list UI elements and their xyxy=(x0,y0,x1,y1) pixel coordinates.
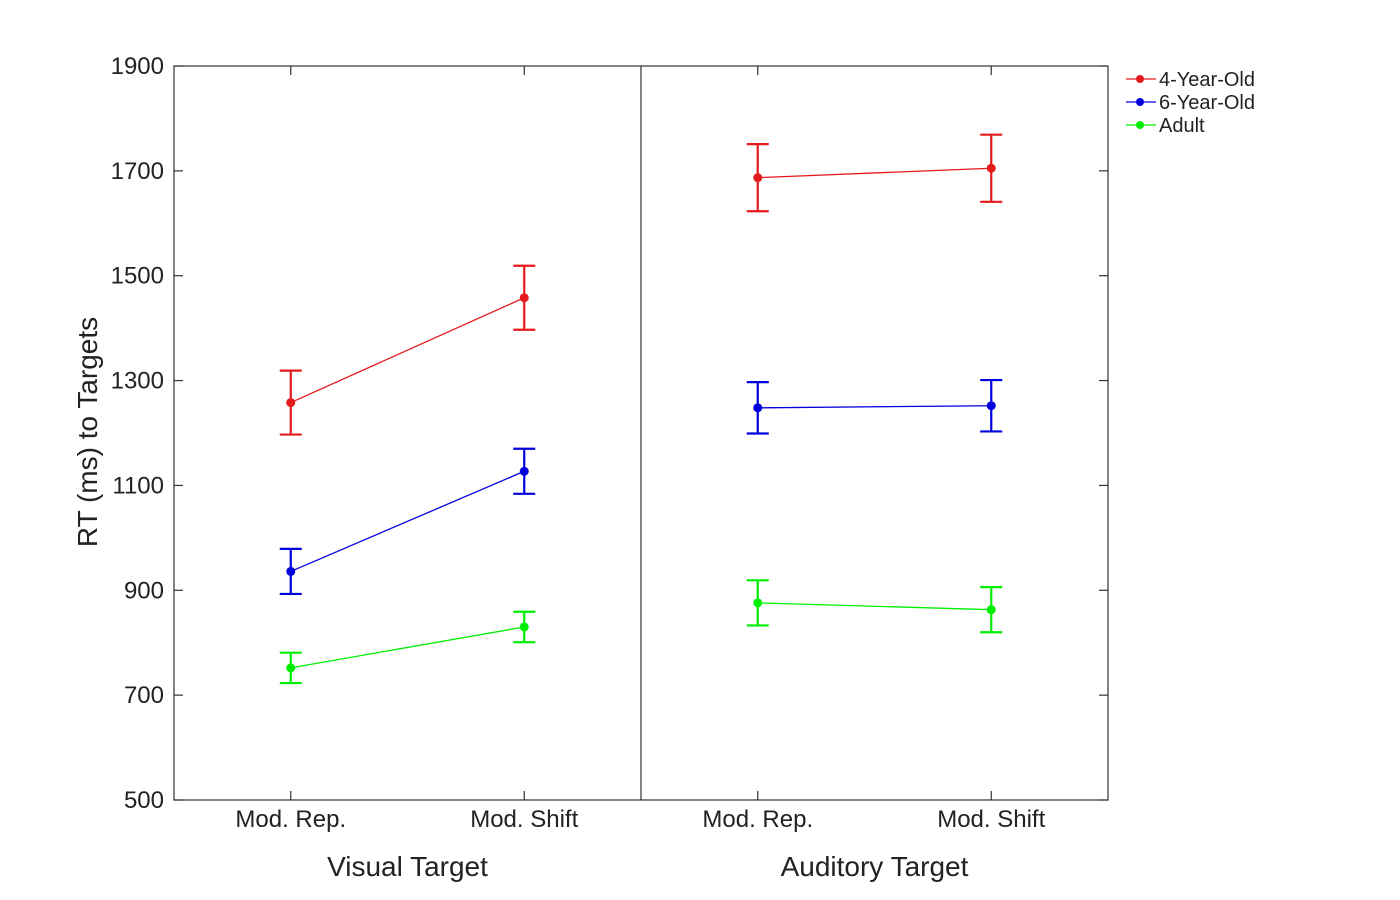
data-point xyxy=(519,466,529,476)
legend-label: 4-Year-Old xyxy=(1159,69,1255,91)
data-point xyxy=(519,293,529,303)
y-tick-label: 1700 xyxy=(111,158,164,185)
y-tick-label: 700 xyxy=(124,682,164,709)
series-line xyxy=(757,602,992,611)
data-point xyxy=(286,663,296,673)
legend-label: Adult xyxy=(1159,115,1205,137)
data-point xyxy=(286,566,296,576)
y-tick-label: 500 xyxy=(124,787,164,814)
data-point xyxy=(753,598,763,608)
plot-area: 500 700 900 1100 1300 1500 1700 1900 Mod. Rep. Mo… xyxy=(111,53,1109,882)
series-line xyxy=(757,405,992,409)
series-line xyxy=(290,626,525,669)
data-point xyxy=(986,163,996,173)
series-line xyxy=(290,297,525,404)
x-tick-label: Mod. Shift xyxy=(937,806,1045,833)
y-axis-title: RT (ms) to Targets xyxy=(72,317,103,547)
data-point xyxy=(986,401,996,411)
data-point xyxy=(753,173,763,183)
series-line xyxy=(290,470,525,573)
y-tick-label: 1300 xyxy=(111,368,164,395)
y-tick-label: 1500 xyxy=(111,263,164,290)
data-point xyxy=(519,622,529,632)
legend-marker xyxy=(1136,121,1144,129)
group-label: Visual Target xyxy=(327,851,488,882)
group-label: Auditory Target xyxy=(781,851,969,882)
series-line xyxy=(757,167,992,179)
data-point xyxy=(753,403,763,413)
x-tick-label: Mod. Rep. xyxy=(702,806,813,833)
series xyxy=(279,133,1003,436)
data-point xyxy=(286,398,296,408)
legend-marker xyxy=(1136,98,1144,106)
legend-label: 6-Year-Old xyxy=(1159,92,1255,114)
series xyxy=(279,579,1003,685)
y-tick-label: 1900 xyxy=(111,53,164,80)
y-tick-label: 1100 xyxy=(112,472,164,499)
x-tick-label: Mod. Rep. xyxy=(235,806,346,833)
data-point xyxy=(986,605,996,615)
x-tick-label: Mod. Shift xyxy=(470,806,578,833)
legend-marker xyxy=(1136,75,1144,83)
series xyxy=(279,378,1003,596)
y-tick-label: 900 xyxy=(124,577,164,604)
